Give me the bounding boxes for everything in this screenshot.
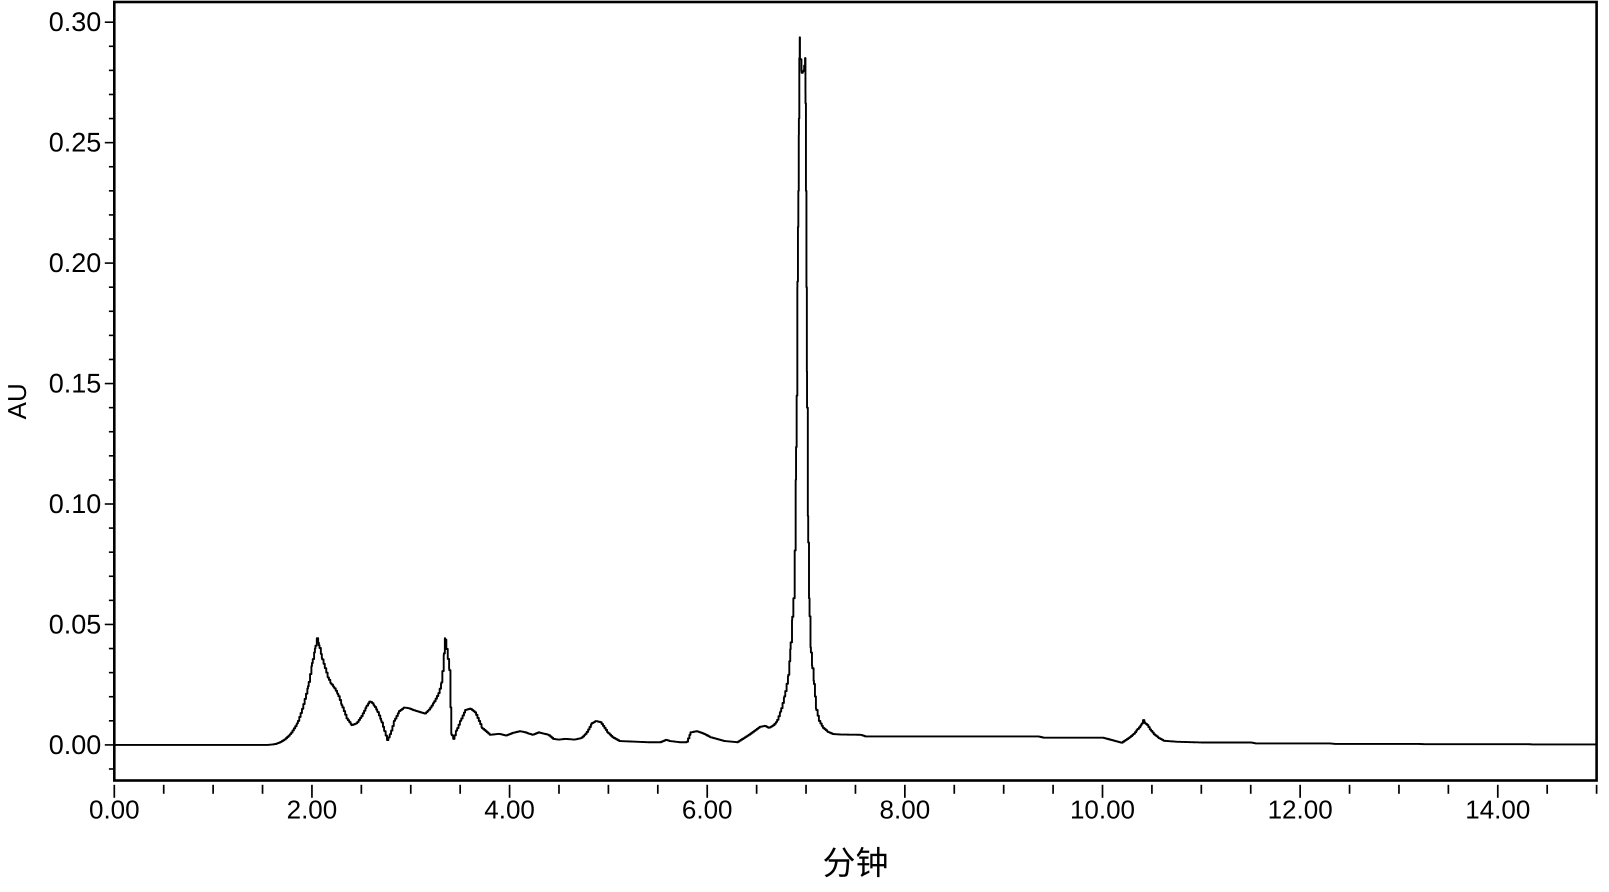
svg-text:14.00: 14.00: [1465, 795, 1530, 825]
svg-text:分钟: 分钟: [822, 845, 888, 882]
svg-text:8.00: 8.00: [880, 795, 931, 825]
svg-text:AU: AU: [2, 383, 32, 419]
svg-text:0.15: 0.15: [49, 369, 102, 399]
svg-text:10.00: 10.00: [1070, 795, 1135, 825]
svg-text:0.00: 0.00: [89, 795, 140, 825]
svg-text:0.25: 0.25: [49, 128, 102, 158]
svg-text:2.00: 2.00: [287, 795, 338, 825]
svg-text:0.20: 0.20: [49, 248, 102, 278]
svg-text:12.00: 12.00: [1268, 795, 1333, 825]
svg-text:4.00: 4.00: [484, 795, 535, 825]
svg-text:0.05: 0.05: [49, 609, 102, 639]
svg-text:0.00: 0.00: [49, 730, 102, 760]
svg-text:6.00: 6.00: [682, 795, 733, 825]
svg-text:0.30: 0.30: [49, 7, 102, 37]
svg-text:0.10: 0.10: [49, 489, 102, 519]
